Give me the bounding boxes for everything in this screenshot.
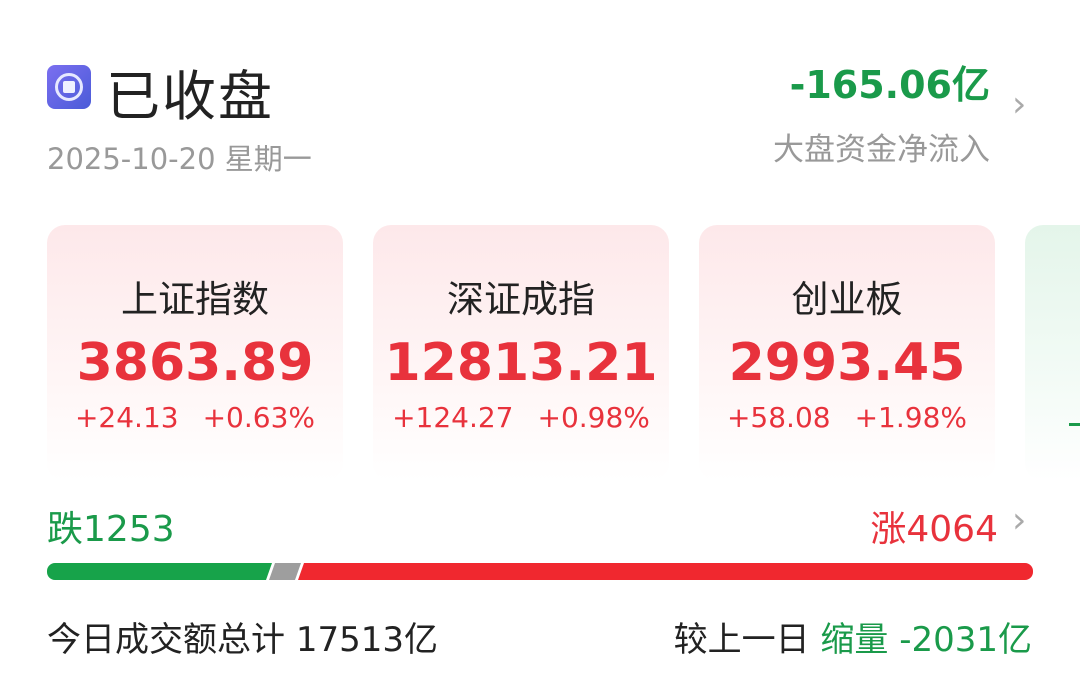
index-change: +24.13 xyxy=(74,401,179,434)
index-card-sz[interactable]: 深证成指 12813.21 +124.27 +0.98% xyxy=(373,225,669,481)
rise-segment xyxy=(298,563,1033,580)
index-pct: +1.98% xyxy=(854,401,968,434)
turnover-label: 今日成交额总计 xyxy=(47,620,285,660)
fall-segment xyxy=(47,563,272,580)
index-card-partial[interactable] xyxy=(1025,225,1080,481)
index-change: +124.27 xyxy=(392,401,514,434)
index-card-cyb[interactable]: 创业板 2993.45 +58.08 +1.98% xyxy=(699,225,995,481)
turnover-total: 今日成交额总计 17513亿 xyxy=(47,612,438,661)
net-flow-value[interactable]: -165.06亿 xyxy=(789,63,990,107)
chevron-right-icon[interactable]: › xyxy=(1012,84,1027,125)
partial-change-mark xyxy=(1069,423,1080,426)
chevron-right-icon[interactable]: › xyxy=(1012,500,1027,541)
index-pct: +0.98% xyxy=(537,401,650,434)
rise-value: 4064 xyxy=(906,509,998,550)
index-value: 12813.21 xyxy=(384,333,658,393)
turnover-compare: 较上一日 缩量 -2031亿 xyxy=(674,612,1032,661)
index-card-sh[interactable]: 上证指数 3863.89 +24.13 +0.63% xyxy=(47,225,343,481)
index-name: 深证成指 xyxy=(447,278,595,321)
breadth-bar xyxy=(47,563,1033,580)
index-value: 2993.45 xyxy=(728,333,966,393)
turnover-value: 17513亿 xyxy=(295,620,438,660)
compare-label: 较上一日 xyxy=(673,620,810,660)
index-change: +58.08 xyxy=(726,401,831,434)
trade-date: 2025-10-20 星期一 xyxy=(47,142,312,176)
trend-label: 缩量 xyxy=(820,620,889,660)
rise-count[interactable]: 涨4064 xyxy=(870,500,998,552)
delta-value: -2031亿 xyxy=(899,620,1032,660)
index-name: 上证指数 xyxy=(121,278,269,321)
rise-label: 涨 xyxy=(870,509,907,550)
index-name: 创业板 xyxy=(791,278,903,321)
fall-label: 跌 xyxy=(47,509,84,550)
market-status: 已收盘 xyxy=(106,65,274,128)
fall-count[interactable]: 跌1253 xyxy=(47,500,175,552)
index-pct: +0.63% xyxy=(202,401,316,434)
net-flow-label[interactable]: 大盘资金净流入 xyxy=(773,132,990,168)
fall-value: 1253 xyxy=(83,509,175,550)
market-closed-icon xyxy=(47,65,91,109)
index-value: 3863.89 xyxy=(76,333,314,393)
flat-segment xyxy=(269,563,301,580)
